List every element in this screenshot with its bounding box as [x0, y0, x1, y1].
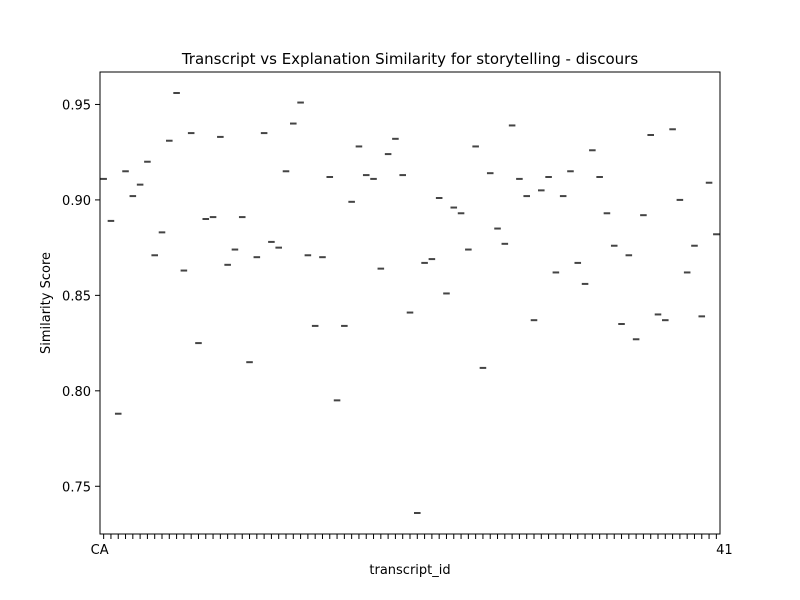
y-tick-label: 0.85 — [62, 289, 91, 304]
y-tick-label: 0.80 — [62, 385, 91, 400]
median-marks — [100, 92, 720, 514]
chart-title: Transcript vs Explanation Similarity for… — [181, 50, 638, 68]
y-axis-label: Similarity Score — [39, 252, 54, 354]
x-axis: CA 41 — [91, 534, 733, 558]
y-axis: 0.75 0.80 0.85 0.90 0.95 — [62, 98, 100, 495]
y-tick-label: 0.95 — [62, 98, 91, 113]
x-axis-label: transcript_id — [369, 563, 450, 578]
plot-frame — [99, 71, 721, 535]
x-tick-label-first: CA — [91, 543, 109, 558]
y-tick-label: 0.75 — [62, 480, 91, 495]
y-tick-label: 0.90 — [62, 194, 91, 209]
x-tick-label-last: 41 — [716, 543, 733, 558]
